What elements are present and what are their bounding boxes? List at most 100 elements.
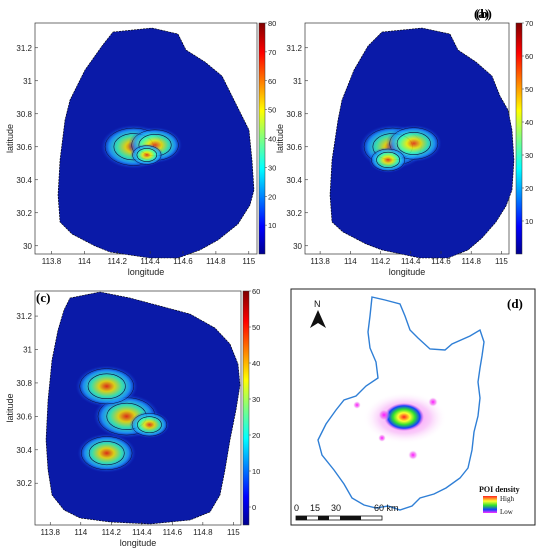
legend-high: High bbox=[500, 495, 515, 503]
x-tick-label: 114.8 bbox=[193, 528, 213, 537]
panel-label-d: (d) bbox=[507, 296, 523, 311]
x-axis-label: longitude bbox=[128, 267, 165, 277]
y-tick-label: 30.6 bbox=[286, 143, 302, 152]
x-tick-label: 114.4 bbox=[140, 257, 160, 266]
legend-swatch bbox=[483, 496, 497, 513]
y-tick-label: 30.8 bbox=[286, 110, 302, 119]
contour-line bbox=[132, 145, 162, 165]
y-tick-label: 31 bbox=[23, 77, 32, 86]
colorbar bbox=[515, 22, 523, 255]
colorbar-tick-label: 40 bbox=[268, 135, 276, 144]
contour-line bbox=[131, 413, 168, 437]
x-tick-label: 114.8 bbox=[462, 257, 482, 266]
poi-spot bbox=[378, 409, 390, 421]
scale-label-15: 15 bbox=[310, 503, 320, 513]
y-tick-label: 30 bbox=[293, 242, 302, 251]
x-tick-label: 115 bbox=[227, 528, 240, 537]
x-tick-label: 114.4 bbox=[132, 528, 152, 537]
panel-d: N 0 15 30 60 km POI density High Low (d) bbox=[290, 288, 536, 526]
colorbar-tick-label: 60 bbox=[252, 287, 260, 296]
contour-line bbox=[371, 148, 406, 172]
colorbar-tick-label: 70 bbox=[525, 19, 533, 28]
y-tick-label: 31.2 bbox=[286, 44, 302, 53]
legend-low: Low bbox=[500, 508, 514, 516]
hotspot bbox=[77, 433, 137, 473]
colorbar-tick-label: 50 bbox=[525, 85, 533, 94]
hotspot bbox=[129, 411, 170, 439]
y-axis-label: latitude bbox=[275, 124, 285, 153]
colorbar-tick-label: 10 bbox=[268, 221, 276, 230]
x-tick-label: 114.2 bbox=[371, 257, 391, 266]
contour-line bbox=[389, 127, 439, 160]
panel-c: 113.8 114 114.2 114.4 114.6 114.8 115 30.2 30.4 3… bbox=[5, 287, 260, 548]
contour-line bbox=[137, 416, 162, 434]
y-tick-label: 30.8 bbox=[16, 110, 32, 119]
scale-label-30: 30 bbox=[331, 503, 341, 513]
x-tick-label: 114.2 bbox=[108, 257, 128, 266]
poi-spot bbox=[408, 450, 418, 460]
scale-label-0: 0 bbox=[294, 503, 299, 513]
colorbar-tick-label: 30 bbox=[525, 151, 533, 160]
hotspot bbox=[75, 365, 138, 408]
colorbar-tick-label: 70 bbox=[268, 48, 276, 57]
y-tick-label: 31 bbox=[23, 346, 32, 355]
x-tick-label: 114.8 bbox=[206, 257, 226, 266]
contour-line bbox=[87, 373, 126, 400]
x-axis-label: longitude bbox=[389, 267, 426, 277]
colorbar-tick-label: 20 bbox=[525, 184, 533, 193]
x-tick-label: 114.6 bbox=[431, 257, 451, 266]
colorbar-tick-label: 40 bbox=[525, 118, 533, 127]
panel-b: 113.8 114 114.2 114.4 114.6 114.8 115 30 30.2 30.… bbox=[275, 6, 533, 277]
y-tick-label: 30.6 bbox=[16, 412, 32, 421]
y-tick-label: 30.4 bbox=[16, 446, 32, 455]
colorbar-tick-label: 20 bbox=[252, 431, 260, 440]
north-arrow-icon: N bbox=[310, 299, 326, 328]
x-tick-label: 113.8 bbox=[41, 528, 61, 537]
y-tick-label: 31.2 bbox=[16, 44, 32, 53]
colorbar-tick-label: 80 bbox=[268, 19, 276, 28]
x-tick-label: 115 bbox=[242, 257, 255, 266]
poi-spot bbox=[428, 397, 438, 407]
colorbar-tick-label: 50 bbox=[268, 106, 276, 115]
y-tick-label: 30.4 bbox=[16, 176, 32, 185]
poi-spot bbox=[378, 434, 386, 442]
scale-label-60: 60 km bbox=[374, 503, 399, 513]
y-tick-label: 30.2 bbox=[286, 209, 302, 218]
colorbar-tick-label: 0 bbox=[252, 503, 256, 512]
poi-legend: POI density High Low bbox=[479, 485, 520, 516]
x-tick-label: 114 bbox=[74, 528, 87, 537]
x-tick-label: 113.8 bbox=[42, 257, 62, 266]
y-tick-label: 30.2 bbox=[16, 209, 32, 218]
hotspot bbox=[368, 147, 408, 173]
colorbar-tick-label: 60 bbox=[268, 77, 276, 86]
colorbar bbox=[242, 290, 250, 526]
colorbar-tick-label: 50 bbox=[252, 323, 260, 332]
contour-line bbox=[79, 368, 134, 405]
y-tick-label: 30.8 bbox=[16, 379, 32, 388]
colorbar-tick-label: 60 bbox=[525, 52, 533, 61]
x-tick-label: 114.4 bbox=[401, 257, 421, 266]
scale-bar: 0 15 30 60 km bbox=[294, 503, 399, 521]
colorbar bbox=[258, 22, 266, 255]
x-tick-label: 114.6 bbox=[173, 257, 193, 266]
north-label: N bbox=[314, 299, 321, 309]
y-tick-label: 31 bbox=[293, 77, 302, 86]
x-axis-label: longitude bbox=[120, 538, 157, 548]
y-tick-label: 30.2 bbox=[16, 479, 32, 488]
colorbar-tick-label: 30 bbox=[252, 395, 260, 404]
colorbar-tick-label: 30 bbox=[268, 163, 276, 172]
panel-label: (a) bbox=[474, 6, 489, 21]
contour-line bbox=[81, 436, 133, 470]
x-tick-label: 114.6 bbox=[163, 528, 183, 537]
x-tick-label: 115 bbox=[495, 257, 508, 266]
panel-label: (c) bbox=[36, 290, 50, 305]
poi-spot bbox=[353, 401, 361, 409]
contour-line bbox=[88, 441, 125, 466]
x-tick-label: 114.2 bbox=[102, 528, 122, 537]
contour-line bbox=[396, 132, 431, 155]
hotspot bbox=[130, 144, 164, 166]
colorbar-tick-label: 10 bbox=[252, 467, 260, 476]
y-tick-label: 30.4 bbox=[286, 176, 302, 185]
colorbar-tick-label: 20 bbox=[268, 192, 276, 201]
